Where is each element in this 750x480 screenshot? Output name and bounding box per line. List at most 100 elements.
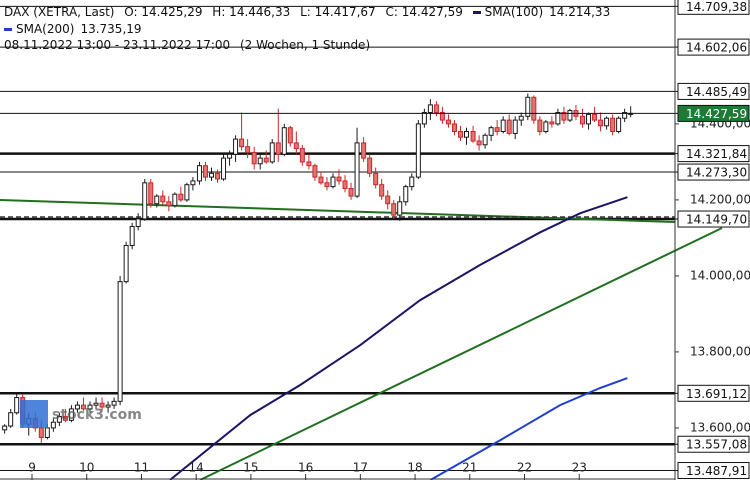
candle-body	[269, 142, 275, 163]
candle-body	[525, 96, 531, 117]
candle-body	[580, 115, 586, 125]
level-label-box	[677, 462, 750, 480]
candle-body	[318, 176, 324, 184]
level-label: 14.485,49	[686, 85, 747, 99]
x-tick-label: 14	[189, 461, 204, 475]
legend-name: SMA(100)	[484, 5, 544, 19]
candle-body	[324, 182, 330, 188]
candle-body	[379, 184, 385, 197]
period: 08.11.2022 13:00 - 23.11.2022 17:00	[4, 38, 231, 52]
level-label-box	[677, 435, 750, 453]
candle-body	[62, 416, 68, 421]
legend-name: SMA(200)	[16, 21, 75, 36]
candle-body	[385, 195, 391, 205]
candle-body	[598, 119, 604, 127]
x-tick-label: 18	[407, 461, 422, 475]
candle-body	[142, 182, 148, 220]
candle-body	[129, 226, 135, 247]
level-label: 14.602,06	[686, 41, 747, 55]
x-tick-label: 16	[298, 461, 313, 475]
x-tick-label: 23	[572, 461, 587, 475]
candle-body	[281, 127, 287, 155]
candle-body	[263, 157, 269, 163]
candle-body	[227, 153, 233, 159]
x-tick-label: 22	[517, 461, 532, 475]
candle-body	[403, 186, 409, 203]
candle-body	[233, 138, 239, 155]
candle-body	[367, 157, 373, 174]
level-label: 13.557,08	[686, 438, 747, 452]
candle-body	[8, 412, 14, 427]
level-label: 14.709,38	[686, 0, 747, 14]
candle-body	[409, 176, 415, 188]
candle-body	[312, 165, 318, 178]
candle-body	[421, 111, 427, 125]
high-value: H: 14.446,33	[212, 5, 291, 19]
candle-body	[506, 119, 512, 134]
x-tick-label: 11	[134, 461, 149, 475]
candle-body	[245, 146, 251, 153]
legend-value: 13.735,19	[80, 21, 142, 36]
candle-body	[257, 157, 263, 165]
candle-body	[354, 142, 360, 197]
candle-body	[439, 111, 445, 121]
open-value: O: 14.425,29	[124, 5, 203, 19]
candle-body	[209, 172, 215, 178]
candle-body	[56, 416, 62, 423]
candle-body	[178, 193, 184, 201]
level-label-box	[677, 210, 750, 228]
candle-body	[616, 117, 622, 132]
candle-body	[2, 425, 8, 431]
candle-body	[239, 138, 245, 148]
candle-body	[38, 427, 44, 438]
candle-body	[604, 117, 610, 127]
level-label: 14.273,30	[686, 166, 747, 180]
y-tick-label: 13.800,00	[690, 344, 750, 358]
x-tick-label: 9	[28, 461, 36, 475]
candle-body	[99, 402, 105, 408]
candle-body	[287, 127, 293, 144]
x-tick-label: 10	[79, 461, 94, 475]
candle-body	[123, 245, 129, 283]
candle-body	[361, 142, 367, 159]
candle-body	[330, 176, 336, 188]
candle-body	[348, 188, 354, 197]
interval: (2 Wochen, 1 Stunde)	[240, 38, 371, 52]
candle-body	[117, 281, 123, 402]
candle-body	[464, 130, 470, 138]
candle-body	[202, 165, 208, 178]
candle-body	[221, 157, 227, 180]
candle-body	[215, 172, 221, 180]
level-label: 14.321,84	[686, 147, 747, 161]
candle-body	[251, 151, 257, 165]
close-value: C: 14.427,59	[385, 5, 463, 19]
level-label-box	[677, 384, 750, 402]
candle-body	[586, 113, 592, 125]
level-label: 13.487,91	[686, 464, 747, 478]
candle-body	[299, 148, 305, 163]
candle-body	[476, 140, 482, 146]
watermark-logo	[20, 400, 48, 428]
candle-body	[427, 104, 433, 113]
candle-body	[105, 404, 111, 408]
candle-body	[306, 161, 312, 167]
candle-body	[68, 408, 74, 421]
watermark: stock3.com	[52, 407, 142, 423]
candle-body	[451, 123, 457, 132]
y-tick-label: 13.600,00	[690, 420, 750, 434]
candle-body	[342, 180, 348, 190]
candle-body	[336, 176, 342, 182]
x-tick-label: 15	[243, 461, 258, 475]
candle-body	[391, 203, 397, 216]
last-price-label: 14.427,59	[686, 107, 747, 121]
y-tick-label: 14.200,00	[690, 192, 750, 206]
level-label-box	[677, 38, 750, 56]
candle-body	[445, 119, 451, 125]
legend-swatch	[4, 27, 12, 31]
candle-body	[135, 218, 141, 228]
candle-body	[373, 172, 379, 186]
candle-body	[160, 195, 166, 203]
header-row: SMA(200) 13.735,19	[4, 21, 616, 38]
legend-value: 14.214,33	[549, 5, 611, 19]
